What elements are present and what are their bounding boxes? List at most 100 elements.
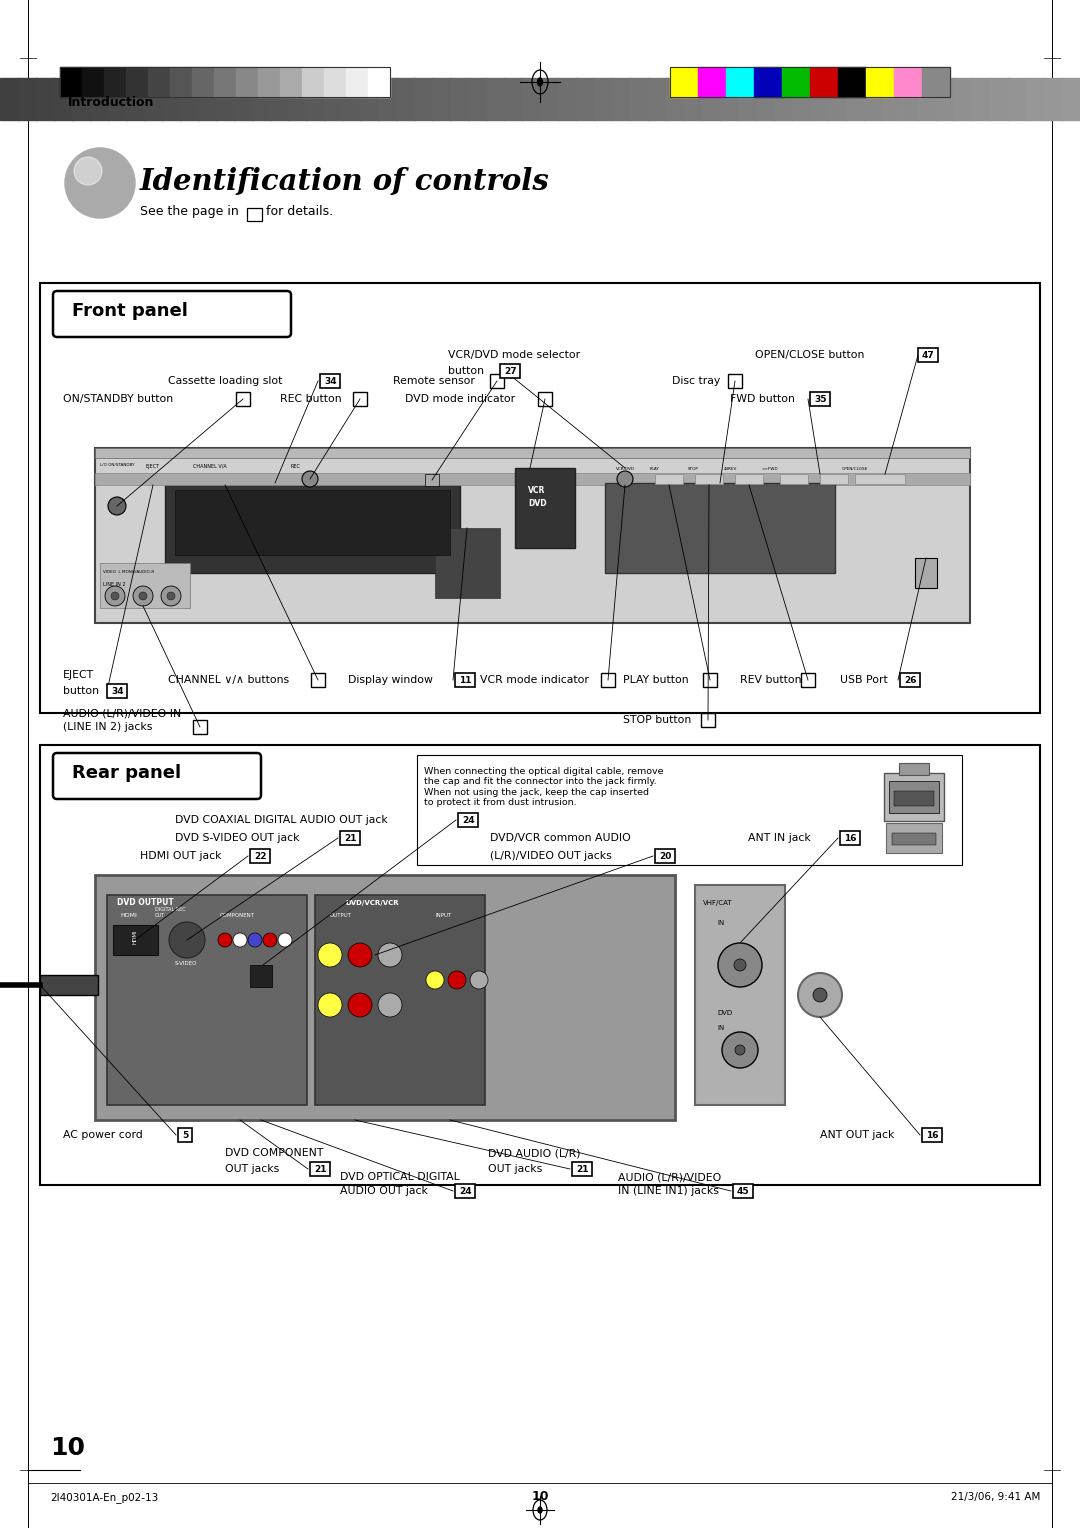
Text: 35: 35 <box>814 396 826 403</box>
Text: >>FWD: >>FWD <box>761 468 779 471</box>
Text: AUDIO (L/R)/VIDEO IN: AUDIO (L/R)/VIDEO IN <box>63 707 181 718</box>
Bar <box>252 78 271 121</box>
Text: 11: 11 <box>459 675 472 685</box>
Bar <box>107 685 127 698</box>
Text: PLAY: PLAY <box>650 468 660 471</box>
Ellipse shape <box>68 153 131 215</box>
Bar <box>915 558 937 588</box>
Bar <box>0 78 19 121</box>
Bar <box>900 672 920 688</box>
Text: VCR/DVD: VCR/DVD <box>616 468 635 471</box>
Text: 34: 34 <box>111 688 123 695</box>
Circle shape <box>233 934 247 947</box>
Bar <box>126 67 148 96</box>
Ellipse shape <box>84 174 110 200</box>
Ellipse shape <box>70 154 129 212</box>
Ellipse shape <box>538 1507 542 1513</box>
Text: CHANNEL ∨/∧ buttons: CHANNEL ∨/∧ buttons <box>168 675 289 685</box>
Bar <box>126 78 145 121</box>
Text: 24: 24 <box>462 816 474 825</box>
Bar <box>165 483 460 573</box>
Bar <box>432 78 451 121</box>
Bar <box>810 78 829 121</box>
Ellipse shape <box>85 176 108 199</box>
Bar <box>60 67 82 96</box>
FancyBboxPatch shape <box>53 290 291 338</box>
Bar <box>435 529 500 597</box>
Bar <box>216 78 235 121</box>
Bar <box>696 474 723 484</box>
Circle shape <box>139 591 147 601</box>
Text: COMPONENT: COMPONENT <box>220 914 255 918</box>
Bar <box>234 78 253 121</box>
Text: DVD OUTPUT: DVD OUTPUT <box>117 898 174 908</box>
Bar <box>237 393 249 406</box>
Circle shape <box>133 587 153 607</box>
Bar <box>192 67 214 96</box>
Text: 26: 26 <box>904 675 917 685</box>
Bar <box>396 78 415 121</box>
Text: VHF/CAT: VHF/CAT <box>703 900 732 906</box>
Text: DVD COAXIAL DIGITAL AUDIO OUT jack: DVD COAXIAL DIGITAL AUDIO OUT jack <box>175 814 388 825</box>
Circle shape <box>470 970 488 989</box>
Bar <box>701 714 715 727</box>
Text: EJECT: EJECT <box>63 669 94 680</box>
Ellipse shape <box>75 160 122 209</box>
Circle shape <box>278 934 292 947</box>
Bar <box>450 78 469 121</box>
Ellipse shape <box>87 179 105 197</box>
Text: AC power cord: AC power cord <box>63 1131 143 1140</box>
Text: REC button: REC button <box>280 394 341 403</box>
Bar <box>780 474 808 484</box>
Circle shape <box>111 591 119 601</box>
Text: VCR: VCR <box>528 486 545 495</box>
Bar <box>820 474 848 484</box>
Bar <box>702 78 721 121</box>
Text: ON/STANDBY button: ON/STANDBY button <box>63 394 173 403</box>
Bar <box>810 67 838 96</box>
Text: 10: 10 <box>531 1490 549 1504</box>
Text: LINE IN 2: LINE IN 2 <box>103 582 125 587</box>
Text: 21: 21 <box>576 1164 589 1174</box>
Text: INPUT: INPUT <box>435 914 451 918</box>
Bar <box>417 755 962 865</box>
Bar <box>990 78 1009 121</box>
Bar <box>54 78 73 121</box>
Bar <box>193 720 207 733</box>
Text: Front panel: Front panel <box>72 303 188 319</box>
Bar <box>108 78 127 121</box>
Text: REV button: REV button <box>740 675 801 685</box>
Bar <box>600 672 615 688</box>
Bar <box>918 348 939 362</box>
Ellipse shape <box>79 167 117 205</box>
Ellipse shape <box>94 188 96 189</box>
Bar <box>782 67 810 96</box>
Ellipse shape <box>76 162 121 208</box>
Circle shape <box>108 497 126 515</box>
Ellipse shape <box>72 157 126 211</box>
Bar <box>144 78 163 121</box>
Text: CHANNEL V/A: CHANNEL V/A <box>193 465 227 469</box>
Circle shape <box>168 921 205 958</box>
Bar <box>666 78 685 121</box>
Text: VCR/DVD mode selector: VCR/DVD mode selector <box>448 350 580 361</box>
Ellipse shape <box>75 157 102 185</box>
Bar <box>458 813 478 827</box>
Text: OUT jacks: OUT jacks <box>225 1164 280 1174</box>
Ellipse shape <box>93 186 97 191</box>
Bar <box>95 876 675 1120</box>
Bar <box>756 78 775 121</box>
Bar <box>468 78 487 121</box>
Text: 5: 5 <box>183 1131 188 1140</box>
Bar <box>522 78 541 121</box>
Text: When connecting the optical digital cable, remove
the cap and fit the connector : When connecting the optical digital cabl… <box>424 767 663 807</box>
Circle shape <box>218 934 232 947</box>
Ellipse shape <box>89 180 103 194</box>
Text: STOP: STOP <box>688 468 699 471</box>
Text: L/O ON/STANDBY: L/O ON/STANDBY <box>100 463 135 468</box>
Bar <box>280 67 302 96</box>
Text: IN (LINE IN1) jacks: IN (LINE IN1) jacks <box>618 1186 719 1196</box>
Text: OPEN/CLOSE button: OPEN/CLOSE button <box>755 350 864 361</box>
Bar <box>515 468 575 549</box>
Bar <box>1008 78 1027 121</box>
